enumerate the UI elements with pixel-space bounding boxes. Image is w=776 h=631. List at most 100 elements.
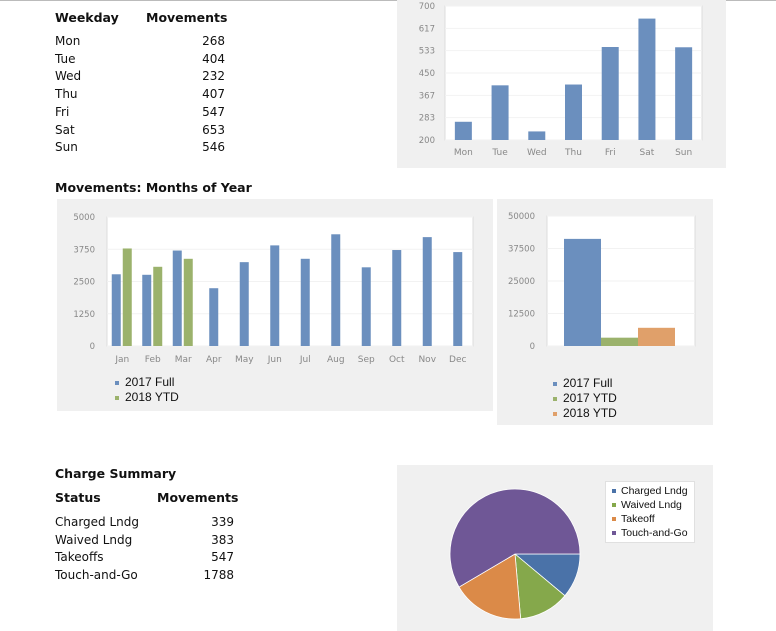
x-tick-label: Sep [358, 355, 375, 365]
legend-swatch [553, 381, 557, 386]
weekday-value: 407 [202, 87, 225, 102]
x-tick-label: Wed [527, 148, 547, 158]
bar-tue [491, 85, 509, 140]
y-tick-label: 450 [419, 69, 435, 79]
movements-header: Movements [146, 10, 228, 25]
y-tick-label: 25000 [508, 277, 535, 287]
bar-jun-series-0 [270, 245, 280, 346]
y-tick-label: 3750 [73, 245, 95, 255]
weekday-label: Tue [55, 51, 76, 66]
bar-fri [601, 47, 619, 141]
x-tick-label: Tue [491, 148, 508, 158]
legend-label: Touch-and-Go [621, 527, 688, 539]
bar-mar-series-1 [183, 258, 193, 346]
legend-swatch [553, 411, 557, 416]
y-tick-label: 617 [419, 24, 435, 34]
bar-mar-series-0 [172, 250, 182, 346]
months-section-title: Movements: Months of Year [55, 180, 252, 195]
legend-item: 2017 YTD [553, 391, 617, 406]
legend-item: 2018 YTD [553, 406, 617, 421]
x-tick-label: Sat [640, 148, 655, 158]
weekday-label: Mon [55, 34, 81, 48]
legend-label: 2018 YTD [125, 390, 179, 404]
bar-2017-full [564, 238, 601, 346]
x-tick-label: Fri [605, 148, 616, 158]
weekday-label: Sat [55, 122, 75, 137]
y-tick-label: 200 [419, 136, 435, 146]
pie-slice-takeoff [458, 553, 522, 620]
bar-dec-series-0 [453, 252, 463, 346]
legend-item: Charged Lndg [612, 484, 688, 498]
year-legend: 2017 Full 2017 YTD 2018 YTD [553, 376, 617, 421]
weekday-value: 653 [202, 122, 225, 137]
pie-legend: Charged Lndg Waived Lndg Takeoff Touch-and-… [605, 481, 695, 543]
weekday-chart: 200 283 367 450 533 617 700 Mon Tue Wed Thu Fri Sat S… [419, 2, 703, 158]
legend-label: Charged Lndg [621, 485, 688, 497]
charge-value: 1788 [203, 568, 234, 583]
legend-item: 2017 Full [115, 375, 179, 390]
x-tick-label: Jun [267, 355, 282, 365]
pie-chart-panel: Charged Lndg Waived Lndg Takeoff Touch-and-… [397, 465, 713, 631]
x-tick-label: Aug [327, 355, 345, 365]
y-tick-label: 37500 [508, 245, 535, 255]
legend-label: 2017 Full [563, 376, 613, 390]
legend-item: Waived Lndg [612, 498, 688, 512]
y-tick-label: 50000 [508, 212, 535, 222]
bar-oct-series-0 [392, 250, 402, 346]
legend-swatch [115, 380, 119, 385]
y-tick-label: 0 [530, 342, 535, 352]
legend-item: Takeoff [612, 512, 688, 526]
pie-slice-touch-and-go [449, 488, 581, 588]
x-tick-label: Mon [454, 148, 473, 158]
weekday-label: Wed [55, 69, 82, 84]
months-legend: 2017 Full 2018 YTD [115, 375, 179, 405]
charge-value: 547 [211, 550, 234, 565]
y-tick-label: 700 [419, 2, 435, 12]
y-tick-label: 1250 [73, 310, 95, 320]
charge-value: 339 [211, 515, 234, 529]
bar-may-series-0 [239, 262, 249, 346]
y-tick-label: 283 [419, 114, 435, 124]
bar-sep-series-0 [361, 267, 371, 346]
y-tick-label: 533 [419, 47, 435, 57]
pie-chart [449, 488, 581, 620]
legend-swatch [553, 396, 557, 401]
legend-swatch [115, 395, 119, 400]
bar-2018-ytd [638, 327, 675, 346]
top-border [0, 0, 776, 1]
legend-label: 2017 Full [125, 375, 175, 389]
legend-item: Touch-and-Go [612, 526, 688, 540]
weekday-value: 546 [202, 140, 225, 155]
weekday-label: Fri [55, 104, 70, 119]
legend-label: 2017 YTD [563, 391, 617, 405]
legend-item: 2018 YTD [115, 390, 179, 405]
x-tick-label: Feb [145, 355, 161, 365]
year-chart: 0 12500 25000 37500 50000 [508, 212, 696, 352]
legend-swatch [612, 489, 616, 493]
x-tick-label: Jul [299, 355, 311, 365]
legend-item: 2017 Full [553, 376, 617, 391]
x-tick-label: Oct [389, 355, 405, 365]
bar-jan-series-0 [111, 274, 121, 346]
bar-feb-series-1 [153, 266, 163, 346]
weekday-value: 268 [202, 34, 225, 48]
legend-swatch [612, 517, 616, 521]
months-chart: 0 1250 2500 3750 5000 Jan Feb Mar Apr May Jun Jul Au… [73, 213, 474, 365]
x-tick-label: May [235, 355, 254, 365]
bar-sun [675, 47, 693, 140]
y-tick-label: 2500 [73, 278, 95, 288]
x-tick-label: Mar [175, 355, 192, 365]
charge-label: Touch-and-Go [55, 568, 138, 583]
charge-label: Takeoffs [55, 550, 104, 565]
months-chart-panel: 0 1250 2500 3750 5000 Jan Feb Mar Apr May Jun Jul Au… [57, 199, 493, 411]
bar-apr-series-0 [209, 288, 219, 346]
bar-sat [638, 18, 656, 140]
charge-summary-title: Charge Summary [55, 466, 177, 481]
legend-swatch [612, 531, 616, 535]
legend-swatch [612, 503, 616, 507]
x-tick-label: Sun [675, 148, 692, 158]
x-tick-label: Nov [418, 355, 436, 365]
weekday-header: Weekday [55, 10, 119, 25]
x-tick-label: Jan [114, 355, 129, 365]
charge-value: 383 [211, 532, 234, 547]
